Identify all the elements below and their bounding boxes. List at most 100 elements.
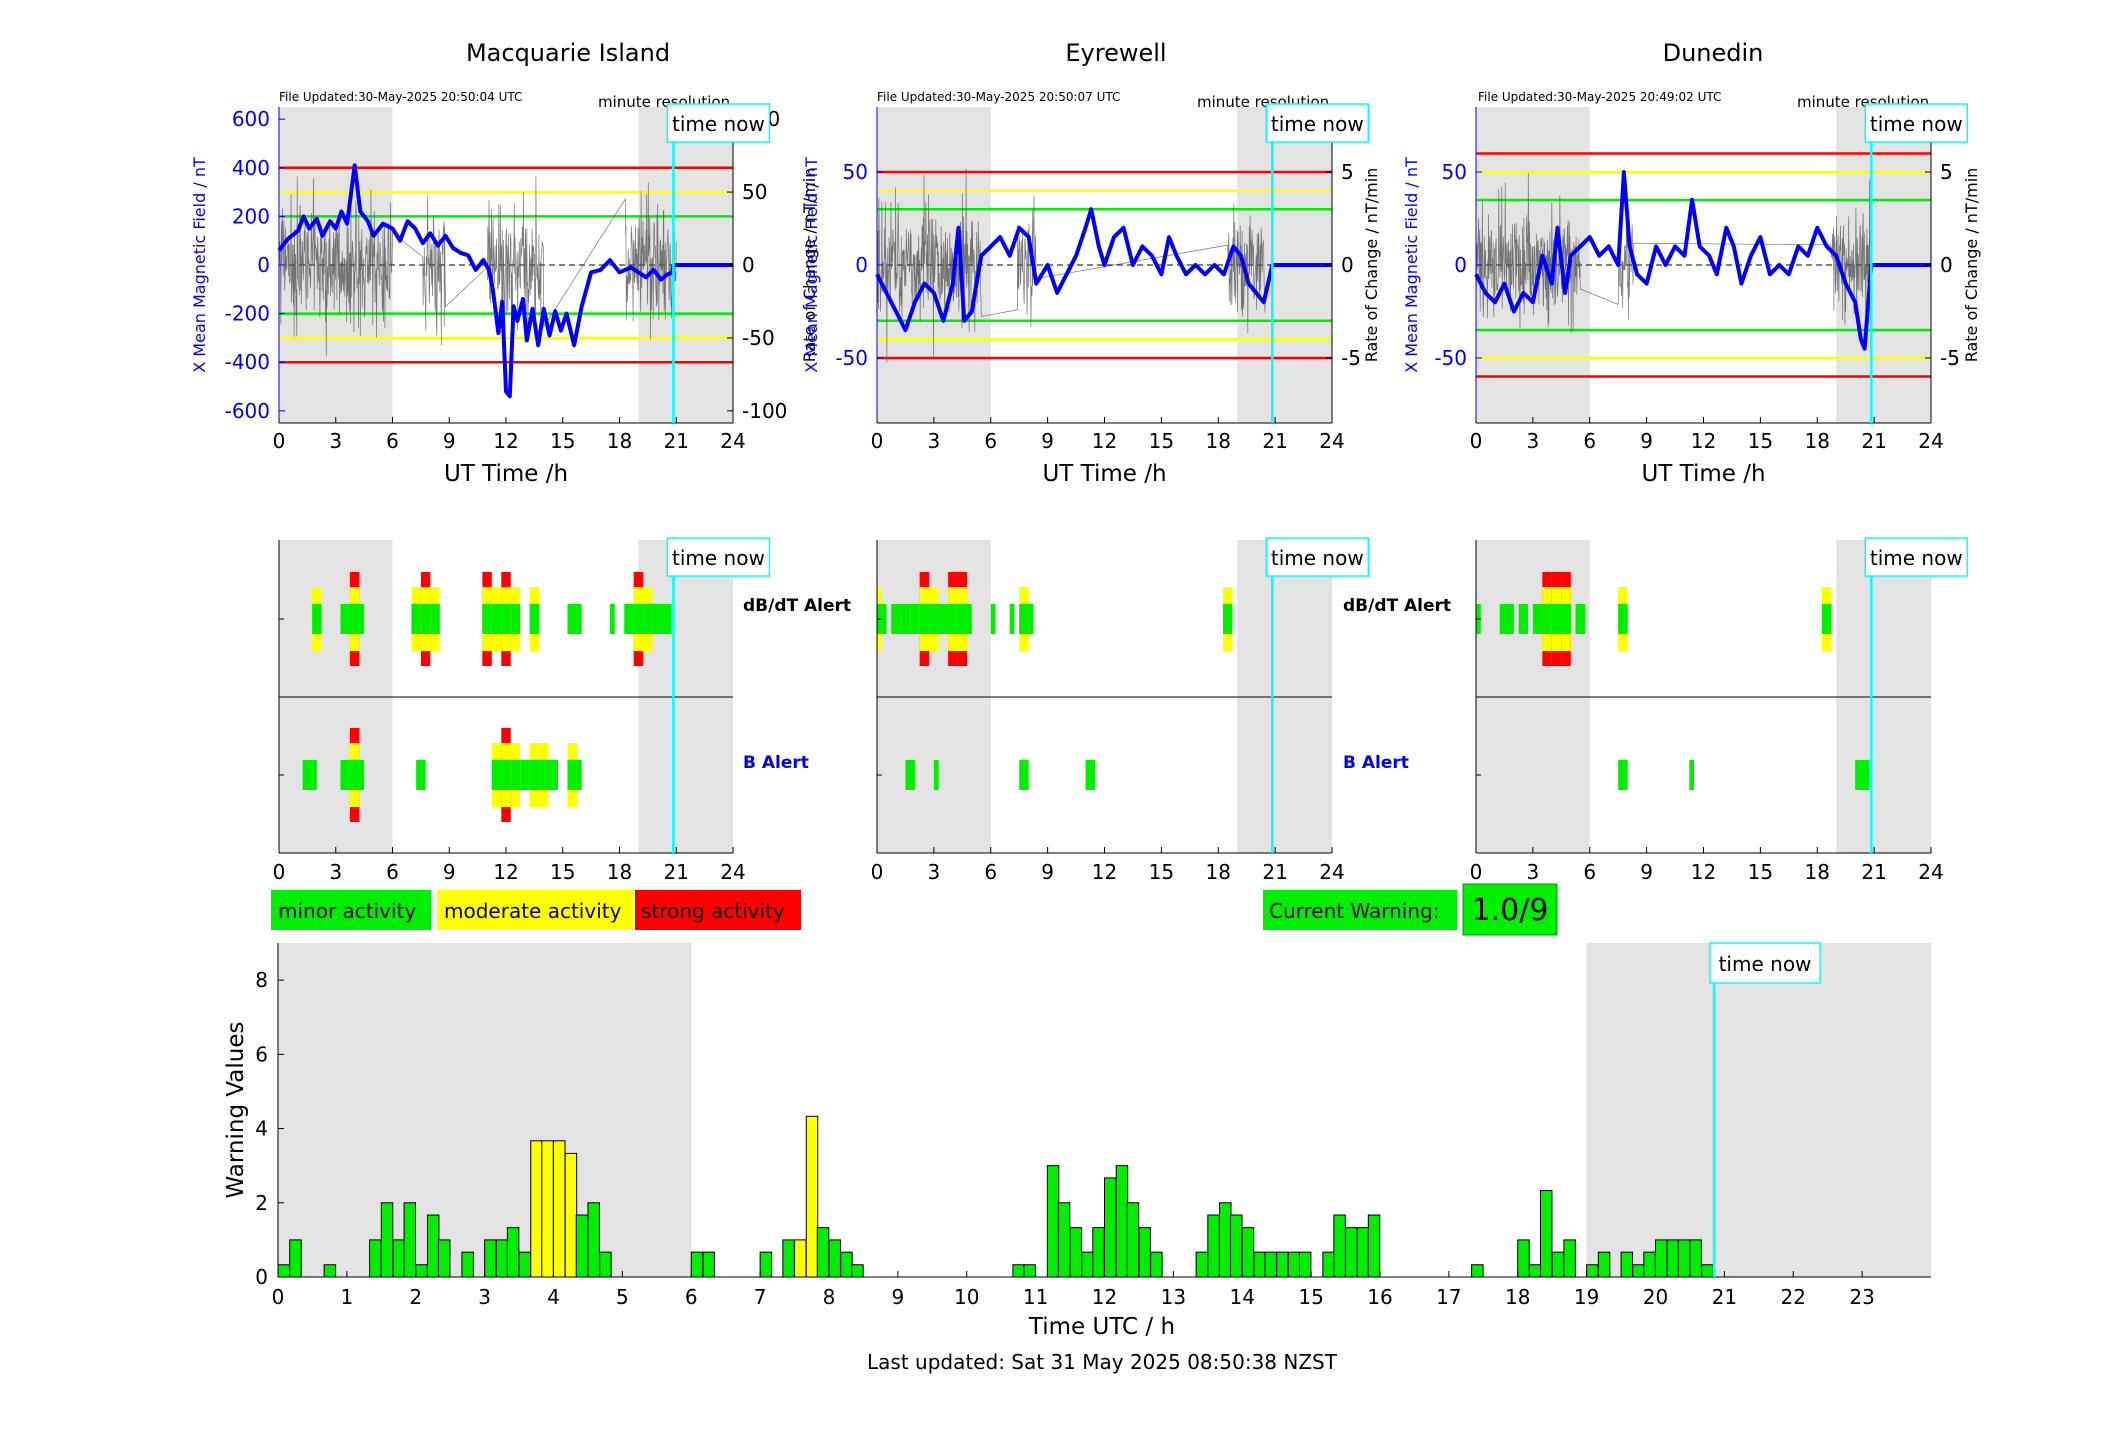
warning-bar xyxy=(1620,1251,1634,1278)
warning-bar xyxy=(1069,1227,1083,1278)
x-tick-label: 0 xyxy=(871,429,884,453)
x-tick-label: 13 xyxy=(1161,1285,1186,1309)
y-tick-label-left: -600 xyxy=(225,399,270,423)
y-tick-label-left: -200 xyxy=(225,302,270,326)
dbdt-alert-mark xyxy=(929,604,939,634)
warning-bar xyxy=(828,1239,841,1278)
warning-bar xyxy=(1287,1251,1301,1278)
dbdt-alert-mark xyxy=(1222,604,1233,634)
warning-bar xyxy=(437,1239,451,1278)
dbdt-alert-mark xyxy=(567,604,577,634)
dbdt-alert-mark xyxy=(910,604,920,634)
alert-chart-2: 0 3 6 9 12 15 18 21 24 time now xyxy=(1470,537,1969,884)
time-now-label: time now xyxy=(1719,952,1812,976)
b-alert-mark xyxy=(539,760,549,790)
dbdt-alert-mark xyxy=(1821,604,1832,634)
field-line xyxy=(277,163,733,399)
y-tick-label-right: -5 xyxy=(1341,346,1361,370)
x-tick-label: 0 xyxy=(273,860,286,884)
x-tick-label: 24 xyxy=(1918,429,1943,453)
dbdt-alert-mark xyxy=(411,604,421,634)
x-tick-label: 3 xyxy=(928,429,941,453)
b-alert-mark xyxy=(1618,760,1628,790)
x-tick-label: 6 xyxy=(1583,860,1596,884)
warning-bar xyxy=(564,1152,578,1278)
dbdt-alert-mark xyxy=(662,604,672,634)
time-now-box xyxy=(1265,537,1370,577)
dbdt-alert-mark xyxy=(1518,604,1529,634)
x-tick-label: 18 xyxy=(1805,860,1830,884)
warning-bar xyxy=(1471,1264,1484,1278)
current-warning-label-box xyxy=(1263,890,1457,930)
warning-bar xyxy=(277,1264,290,1278)
dbdt-alert-mark xyxy=(938,604,949,634)
b-alert-mark xyxy=(340,760,350,790)
dbdt-alert-mark xyxy=(624,604,634,634)
legend-minor-label: minor activity xyxy=(278,899,416,923)
warning-bar xyxy=(380,1202,394,1278)
activity-legend: minor activity moderate activity strong … xyxy=(271,890,801,930)
current-warning: Current Warning: 1.0/9 xyxy=(1263,883,1558,936)
time-now-label: time now xyxy=(1870,546,1963,570)
warning-bar xyxy=(1126,1202,1140,1278)
bottom-ylabel: Warning Values xyxy=(223,1021,249,1198)
x-tick-label: 2 xyxy=(409,1285,422,1309)
dbdt-alert-mark xyxy=(633,604,644,634)
dbdt-alert-mark xyxy=(482,604,492,634)
rate-of-change-trace xyxy=(876,168,1266,363)
x-tick-label: 24 xyxy=(720,860,745,884)
x-tick-label: 24 xyxy=(1319,429,1344,453)
y-tick-label-right: -50 xyxy=(742,326,775,350)
b-alert-mark xyxy=(520,760,530,790)
file-updated-dunedin: File Updated:30-May-2025 20:49:02 UTC xyxy=(1478,90,1721,104)
warning-bar xyxy=(403,1202,417,1278)
warning-bar xyxy=(1551,1251,1565,1278)
time-now-box xyxy=(1864,537,1969,577)
warning-bar xyxy=(1345,1227,1358,1278)
y-tick-label-left: -400 xyxy=(225,350,270,374)
time-now-box xyxy=(666,103,771,143)
dbdt-alert-mark xyxy=(510,604,521,634)
warning-bar xyxy=(1115,1165,1129,1278)
x-tick-label: 0 xyxy=(273,429,286,453)
warning-bar xyxy=(518,1251,532,1278)
dbdt-alert-mark xyxy=(312,604,322,634)
warning-bar xyxy=(1230,1214,1243,1278)
warning-bar xyxy=(1666,1239,1680,1278)
y-tick-label-left: 400 xyxy=(232,156,270,180)
x-tick-label: 9 xyxy=(1640,429,1653,453)
y-tick-label-left: 0 xyxy=(1454,253,1467,277)
x-tick-label: 24 xyxy=(1918,860,1943,884)
x-tick-label: 8 xyxy=(823,1285,836,1309)
warning-bar xyxy=(1586,1264,1599,1278)
y-tick-label: 8 xyxy=(255,968,268,992)
warning-bar xyxy=(1081,1251,1094,1278)
y-tick-label-left: 50 xyxy=(1442,160,1467,184)
b-alert-mark xyxy=(312,760,317,790)
dbdt-alert-mark xyxy=(1532,604,1543,634)
legend-moderate-label: moderate activity xyxy=(444,899,622,923)
time-now-box xyxy=(1864,103,1969,143)
b-alert-mark xyxy=(905,760,915,790)
dbdt-alert-mark xyxy=(1551,604,1562,634)
y-tick-label-right: 5 xyxy=(1341,160,1354,184)
warning-bar xyxy=(1195,1251,1209,1278)
time-now-label: time now xyxy=(1870,112,1963,136)
y-tick-label-left: 0 xyxy=(855,253,868,277)
dbdt-alert-mark xyxy=(491,604,502,634)
x-tick-label: 21 xyxy=(664,429,689,453)
x-tick-label: 18 xyxy=(1206,860,1231,884)
warning-bar xyxy=(495,1239,509,1278)
dbdt-alert-mark xyxy=(340,604,350,634)
dbdt-alert-mark xyxy=(1499,604,1514,634)
field-chart-0: 036912151821246004002000-200-400-6001005… xyxy=(190,103,819,487)
legend-minor-swatch xyxy=(271,890,431,930)
warning-bar xyxy=(1632,1264,1645,1278)
x-tick-label: 14 xyxy=(1230,1285,1255,1309)
warning-bar xyxy=(553,1140,566,1278)
warning-bar xyxy=(1104,1177,1117,1278)
x-tick-label: 15 xyxy=(550,429,575,453)
x-tick-label: 15 xyxy=(550,860,575,884)
